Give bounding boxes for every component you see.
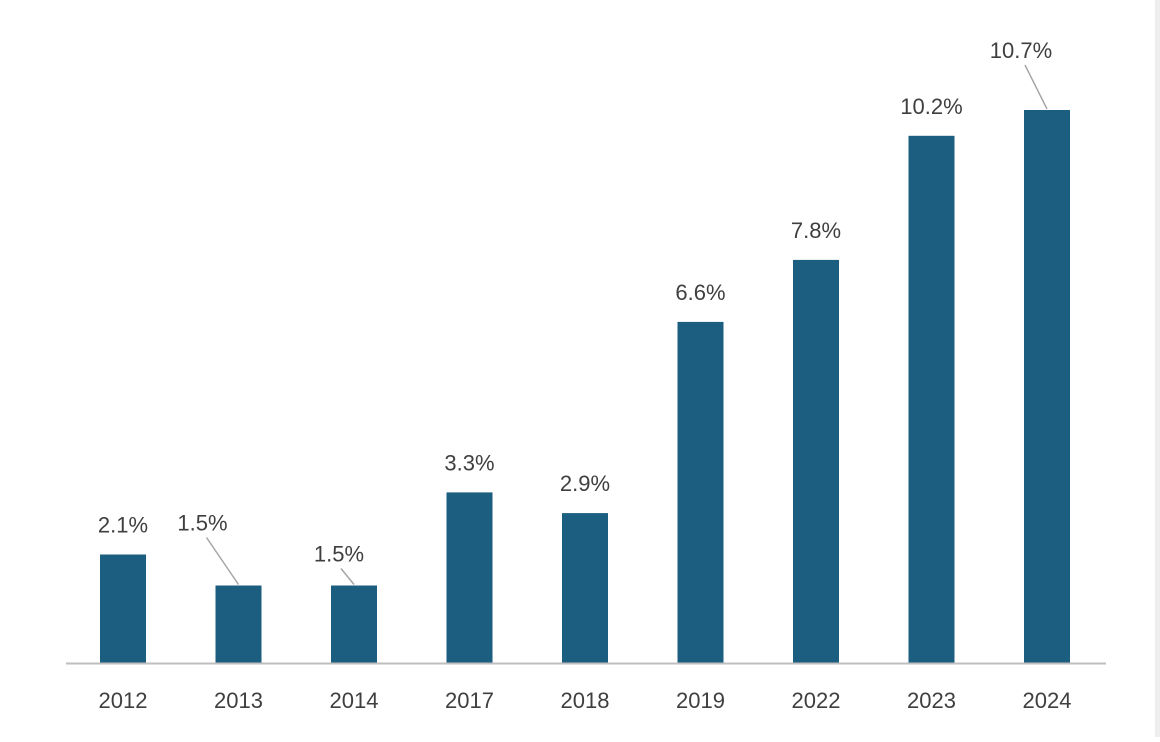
x-tick-label-2014: 2014 <box>330 688 379 713</box>
data-label-2013: 1.5% <box>177 511 227 536</box>
data-label-2014: 1.5% <box>314 542 364 567</box>
x-tick-label-2024: 2024 <box>1023 688 1072 713</box>
data-labels-layer: 2.1% 1.5% 1.5% 3.3% 2.9% 6.6% 7.8% 10.2% 10.7% <box>98 38 1052 567</box>
leader-line-2013 <box>205 537 240 585</box>
bar-2017 <box>446 492 493 663</box>
bar-2018 <box>562 513 608 663</box>
leader-lines-layer <box>205 64 1048 585</box>
bar-2014 <box>331 585 377 663</box>
data-label-2017: 3.3% <box>444 450 494 475</box>
x-tick-label-2018: 2018 <box>561 688 610 713</box>
data-label-2024: 10.7% <box>990 38 1052 63</box>
leader-line-2024 <box>1024 64 1048 110</box>
x-tick-label-2012: 2012 <box>99 688 148 713</box>
bar-2013 <box>215 585 262 663</box>
right-edge-strip <box>1155 0 1160 737</box>
data-label-2018: 2.9% <box>560 471 610 496</box>
x-tick-labels-layer: 2012 2013 2014 2017 2018 2019 2022 2023 2024 <box>99 688 1072 713</box>
leader-line-2014 <box>340 568 355 585</box>
bar-2019 <box>677 321 724 663</box>
bar-2012 <box>100 554 146 663</box>
data-label-2023: 10.2% <box>900 94 962 119</box>
x-tick-label-2019: 2019 <box>676 688 725 713</box>
data-label-2012: 2.1% <box>98 513 148 538</box>
x-tick-label-2022: 2022 <box>792 688 841 713</box>
x-tick-label-2023: 2023 <box>907 688 956 713</box>
bar-2024 <box>1024 110 1070 663</box>
x-tick-label-2017: 2017 <box>445 688 494 713</box>
bar-2023 <box>908 135 955 664</box>
data-label-2019: 6.6% <box>675 280 725 305</box>
bars-layer <box>100 110 1070 664</box>
bar-2022 <box>793 259 839 663</box>
data-label-2022: 7.8% <box>791 218 841 243</box>
x-tick-label-2013: 2013 <box>214 688 263 713</box>
